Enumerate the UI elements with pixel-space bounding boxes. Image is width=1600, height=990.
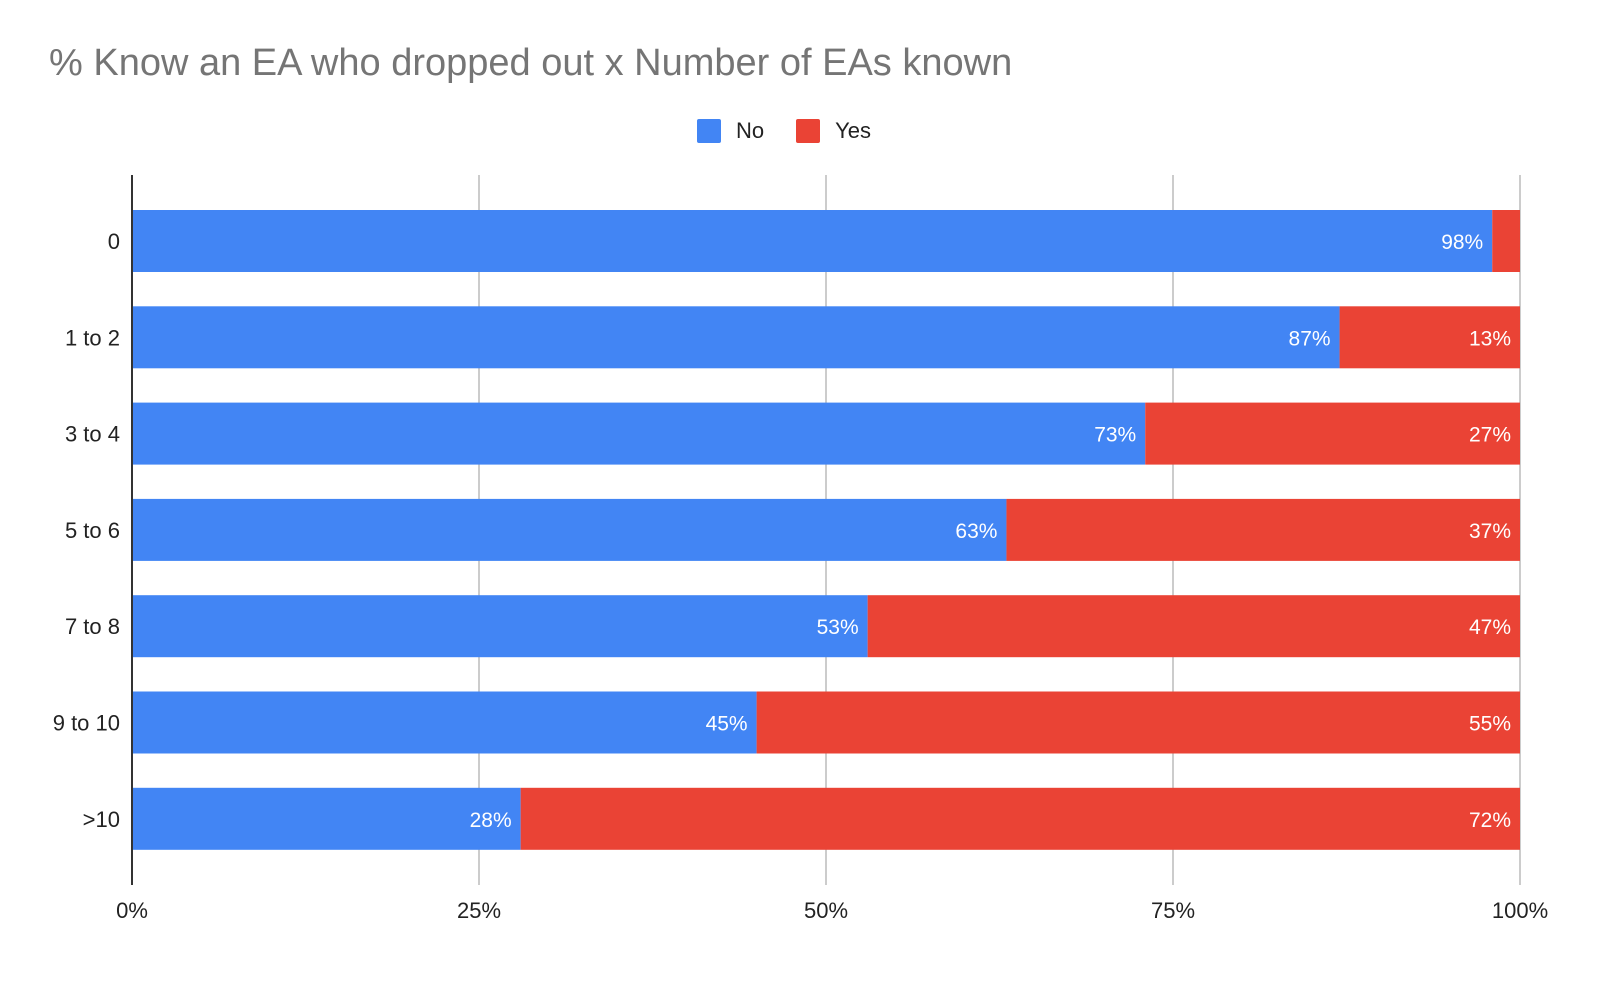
bar-yes-segment	[1339, 306, 1520, 369]
data-label: 72%	[1469, 809, 1511, 832]
legend-item-yes[interactable]: Yes	[796, 118, 871, 144]
data-label: 55%	[1469, 713, 1511, 736]
x-tick-label: 100%	[1492, 898, 1548, 923]
bar-no-segment	[132, 306, 1340, 369]
bar-no-segment	[132, 210, 1493, 272]
chart-title: % Know an EA who dropped out x Number of…	[49, 42, 1013, 84]
x-tick-label: 0%	[116, 898, 148, 923]
bar-no-segment	[132, 787, 521, 850]
data-label: 2%	[1542, 231, 1572, 254]
data-label: 37%	[1469, 520, 1511, 543]
data-label: 45%	[706, 713, 748, 736]
bar-no-segment	[132, 402, 1146, 465]
legend-label-yes: Yes	[835, 118, 871, 143]
bar-yes-segment	[1006, 498, 1520, 561]
category-label: 0	[108, 229, 120, 254]
data-label: 47%	[1469, 616, 1511, 639]
data-label: 13%	[1469, 327, 1511, 350]
legend-swatch-yes	[796, 119, 821, 143]
x-tick-label: 25%	[457, 898, 501, 923]
category-label: 7 to 8	[65, 614, 120, 639]
category-label: 1 to 2	[65, 325, 120, 350]
data-label: 63%	[955, 520, 997, 543]
category-label: >10	[83, 807, 120, 832]
data-label: 28%	[470, 809, 512, 832]
category-label: 9 to 10	[53, 711, 120, 736]
bar-yes-segment	[867, 595, 1520, 658]
bar-yes-segment	[1492, 210, 1520, 272]
data-label: 87%	[1289, 327, 1331, 350]
legend: No Yes	[0, 118, 1568, 144]
data-label: 73%	[1094, 424, 1136, 447]
bar-no-segment	[132, 595, 868, 658]
bar-no-segment	[132, 691, 757, 754]
legend-swatch-no	[696, 119, 721, 143]
legend-label-no: No	[735, 118, 765, 143]
x-tick-label: 50%	[804, 898, 848, 923]
category-label: 5 to 6	[65, 518, 120, 543]
bar-yes-segment	[1145, 402, 1520, 465]
x-tick-label: 75%	[1151, 898, 1195, 923]
data-label: 27%	[1469, 424, 1511, 447]
legend-item-no[interactable]: No	[696, 118, 765, 144]
bar-yes-segment	[520, 787, 1520, 850]
data-label: 98%	[1441, 231, 1483, 254]
data-label: 53%	[817, 616, 859, 639]
bar-no-segment	[132, 498, 1007, 561]
bar-yes-segment	[756, 691, 1520, 754]
category-label: 3 to 4	[65, 422, 120, 447]
